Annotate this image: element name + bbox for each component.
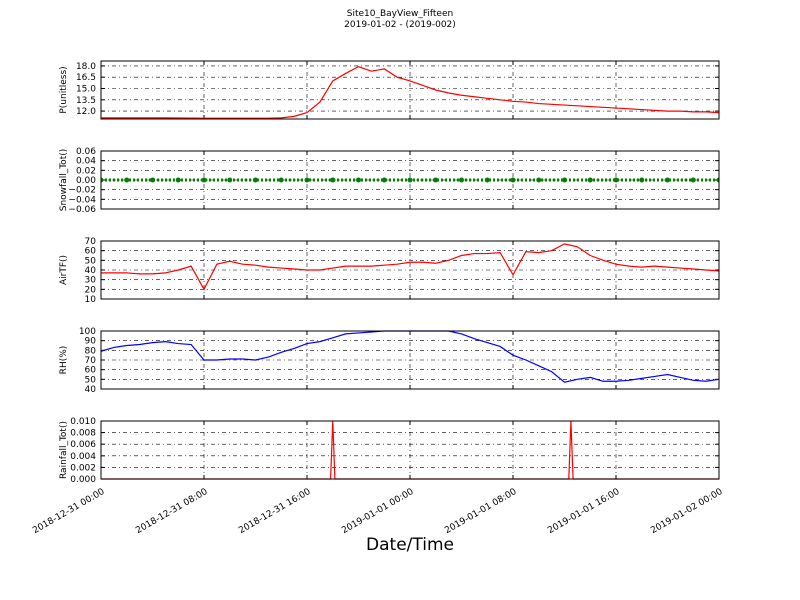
y-tick-label: 80 [85,346,97,356]
y-tick-label: 0.004 [70,452,96,462]
data-line [101,243,719,291]
y-tick-label: 0.04 [76,157,96,167]
data-point [690,177,696,183]
plot-frame [100,240,720,300]
data-point [101,177,104,183]
plot-frame [100,330,720,390]
y-tick-label: 20 [85,285,97,295]
plot-frame [100,60,720,120]
y-tick-label: −0.04 [68,195,96,205]
y-tick-label: 50 [85,256,97,266]
data-point [459,177,464,183]
y-tick-label: 40 [85,266,97,276]
data-point [304,177,310,183]
data-point [124,177,130,183]
y-tick-label: 10 [85,295,97,305]
y-tick-label: 90 [85,337,97,347]
x-axis-label: Date/Time [366,535,454,555]
data-point [716,177,719,183]
y-tick-label: −0.06 [68,205,96,215]
chart-title: Site10_BayView_Fifteen [347,9,453,19]
y-axis-label: Snowfall_Tot() [59,149,69,212]
data-point [253,177,258,183]
data-line [101,65,719,119]
plot-frame [100,420,720,480]
y-tick-label: 40 [85,385,97,395]
y-tick-label: 100 [79,327,96,337]
y-tick-label: 12.0 [76,107,96,117]
chart-subtitle: 2019-01-02 - (2019-002) [344,20,456,30]
data-point [433,177,439,183]
data-point [639,177,645,183]
data-point [613,177,619,183]
data-point [227,177,233,183]
y-tick-label: 0.00 [76,176,96,186]
y-tick-label: 70 [85,356,97,366]
data-point [175,177,181,183]
series [101,243,719,291]
y-tick-label: 0.02 [76,166,96,176]
data-point [510,177,516,183]
data-point [587,177,593,183]
y-tick-label: 0.010 [70,417,96,427]
data-point [562,177,567,183]
y-tick-label: 15.0 [76,84,96,94]
y-tick-label: 60 [85,247,97,257]
y-tick-label: 70 [85,237,97,247]
y-axis-label: P(unitless) [59,66,69,113]
y-tick-label: 0.002 [70,463,96,473]
y-tick-label: 0.008 [70,429,96,439]
y-tick-label: 16.5 [76,73,96,83]
y-tick-label: 30 [85,276,97,286]
data-point [407,177,413,183]
y-tick-label: −0.02 [68,186,96,196]
y-tick-label: 18.0 [76,62,96,72]
y-tick-label: 0.006 [70,440,96,450]
data-point [201,177,207,183]
data-point [381,177,387,183]
series [101,65,719,119]
data-point [150,177,155,183]
y-axis-label: Rainfall_Tot() [59,421,69,479]
data-point [484,177,490,183]
data-point [278,177,284,183]
plot-frame [100,150,720,210]
y-tick-label: 60 [85,366,97,376]
y-axis-label: AirTF() [59,255,69,285]
y-axis-label: RH(%) [59,346,69,375]
y-tick-label: 0.000 [70,475,96,485]
data-point [536,177,542,183]
data-point [330,177,336,183]
series [101,177,719,183]
data-point [665,177,670,183]
y-tick-label: 13.5 [76,96,96,106]
data-point [356,177,361,183]
y-tick-label: 50 [85,375,97,385]
y-tick-label: 0.06 [76,147,96,157]
